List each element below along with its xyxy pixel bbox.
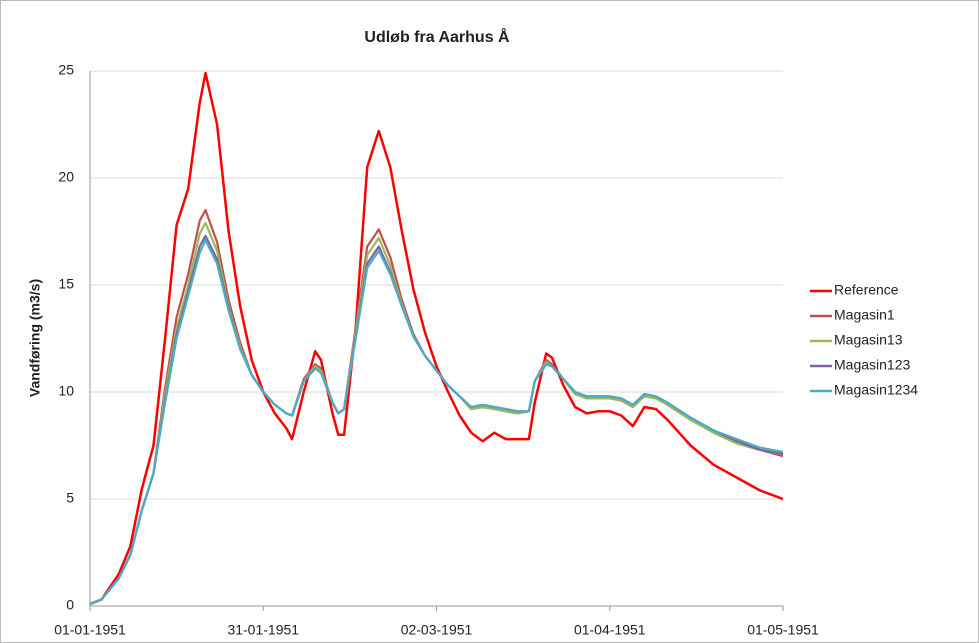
y-tick-label: 10 — [58, 383, 74, 399]
series-line — [89, 239, 784, 605]
x-tick-label: 01-05-1951 — [747, 622, 819, 638]
legend-label: Magasin123 — [834, 357, 910, 373]
series-line — [89, 71, 784, 606]
y-tick-label: 0 — [66, 597, 74, 613]
y-axis-label: Vandføring (m3/s) — [27, 279, 43, 397]
y-tick-label: 20 — [58, 169, 74, 185]
x-tick-label: 01-01-1951 — [54, 622, 126, 638]
y-tick-label: 5 — [66, 490, 74, 506]
chart-title: Udløb fra Aarhus Å — [364, 27, 510, 46]
legend-label: Magasin13 — [834, 332, 903, 348]
legend-label: Magasin1 — [834, 307, 895, 323]
x-tick-label: 01-04-1951 — [574, 622, 646, 638]
x-tick-label: 31-01-1951 — [227, 622, 299, 638]
legend-label: Magasin1234 — [834, 382, 918, 398]
y-tick-label: 25 — [58, 62, 74, 78]
x-tick-label: 02-03-1951 — [401, 622, 473, 638]
y-tick-label: 15 — [58, 276, 74, 292]
legend-label: Reference — [834, 282, 899, 298]
